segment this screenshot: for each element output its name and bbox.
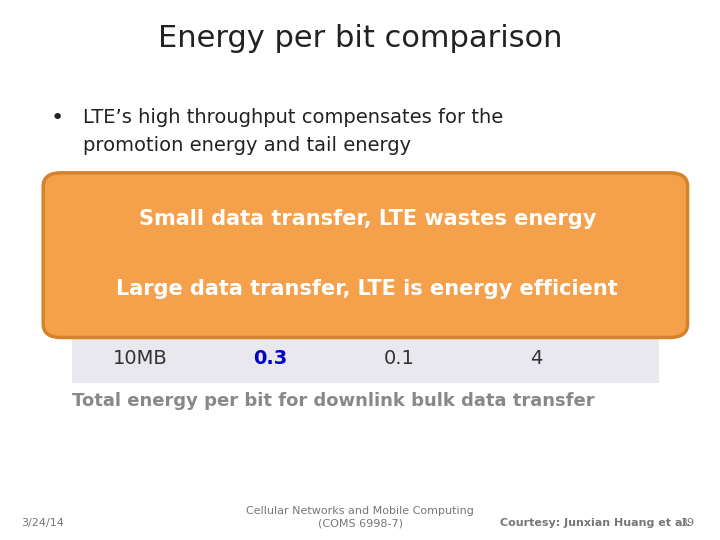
Text: •: • (50, 108, 63, 128)
FancyBboxPatch shape (43, 173, 688, 338)
Text: 4: 4 (530, 348, 543, 368)
Text: 0.1: 0.1 (384, 348, 415, 368)
Text: Cellular Networks and Mobile Computing
(COMS 6998-7): Cellular Networks and Mobile Computing (… (246, 506, 474, 528)
Text: Small data transfer, LTE wastes energy: Small data transfer, LTE wastes energy (138, 208, 596, 229)
Text: 10MB: 10MB (113, 348, 168, 368)
Text: Energy per bit comparison: Energy per bit comparison (158, 24, 562, 53)
Text: 0.3: 0.3 (253, 348, 287, 368)
FancyBboxPatch shape (72, 332, 659, 383)
Text: 3/24/14: 3/24/14 (22, 518, 65, 528)
Text: Courtesy: Junxian Huang et al.: Courtesy: Junxian Huang et al. (500, 518, 690, 528)
Text: 39: 39 (680, 518, 695, 528)
Text: LTE’s high throughput compensates for the
promotion energy and tail energy: LTE’s high throughput compensates for th… (83, 108, 503, 155)
Text: Total energy per bit for downlink bulk data transfer: Total energy per bit for downlink bulk d… (72, 392, 595, 409)
Text: Large data transfer, LTE is energy efficient: Large data transfer, LTE is energy effic… (117, 279, 618, 299)
